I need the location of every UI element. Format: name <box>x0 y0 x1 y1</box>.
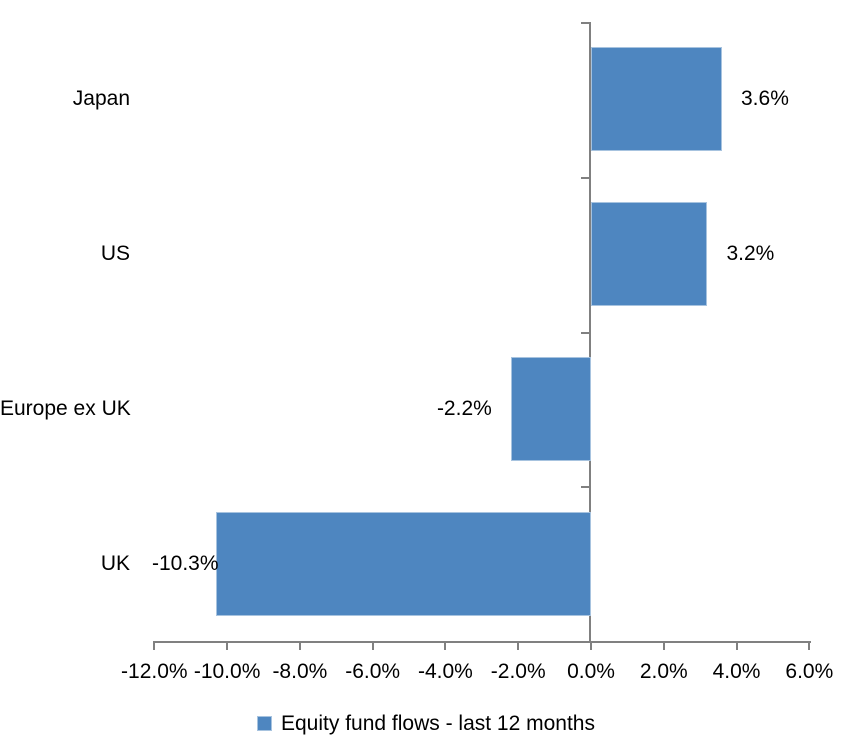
data-label-japan: 3.6% <box>741 87 789 111</box>
x-axis-tick-label: -10.0% <box>193 660 261 683</box>
x-axis-tick-label: -6.0% <box>345 660 401 683</box>
x-axis-tick-label: 4.0% <box>712 660 761 683</box>
x-axis-tick-label: 2.0% <box>639 660 688 683</box>
data-label-europe-ex-uk: -2.2% <box>436 396 492 420</box>
x-axis-tick <box>371 643 374 650</box>
bar-us <box>591 202 708 307</box>
category-label-us: US <box>100 242 130 266</box>
x-axis-tick-label: -4.0% <box>418 660 473 683</box>
data-label-us: 3.2% <box>726 242 775 266</box>
x-axis-tick <box>517 643 520 650</box>
x-axis-tick <box>808 643 811 650</box>
x-axis-tick <box>226 643 229 650</box>
category-label-japan: Japan <box>72 87 130 111</box>
category-label-europe-ex-uk: Europe ex UK <box>0 396 131 420</box>
category-label-uk: UK <box>100 551 130 575</box>
data-label-uk: -10.3% <box>152 551 219 575</box>
y-axis-line <box>589 22 591 641</box>
x-axis-tick-label: -2.0% <box>490 660 546 683</box>
y-axis-tick <box>581 331 589 334</box>
x-axis-tick <box>662 643 665 650</box>
bar-europe-ex-uk <box>510 356 591 461</box>
legend: Equity fund flows - last 12 months <box>0 710 852 737</box>
x-axis-line <box>153 641 811 643</box>
x-axis-tick-label: 0.0% <box>567 660 615 683</box>
bar-japan <box>591 47 722 152</box>
x-axis-tick <box>153 643 156 650</box>
legend-swatch-icon <box>257 716 272 731</box>
y-axis-tick <box>581 486 589 489</box>
x-axis-tick-label: -12.0% <box>121 660 188 683</box>
x-axis-tick-label: -8.0% <box>272 660 328 683</box>
x-axis-tick <box>735 643 738 650</box>
x-axis-tick <box>590 643 592 650</box>
y-axis-tick <box>581 176 589 179</box>
x-axis-tick-label: 6.0% <box>785 660 834 683</box>
bar-uk <box>216 511 591 616</box>
x-axis-tick <box>298 643 301 650</box>
x-axis-tick <box>444 643 447 650</box>
y-axis-tick <box>581 22 589 24</box>
legend-label: Equity fund flows - last 12 months <box>281 712 595 735</box>
